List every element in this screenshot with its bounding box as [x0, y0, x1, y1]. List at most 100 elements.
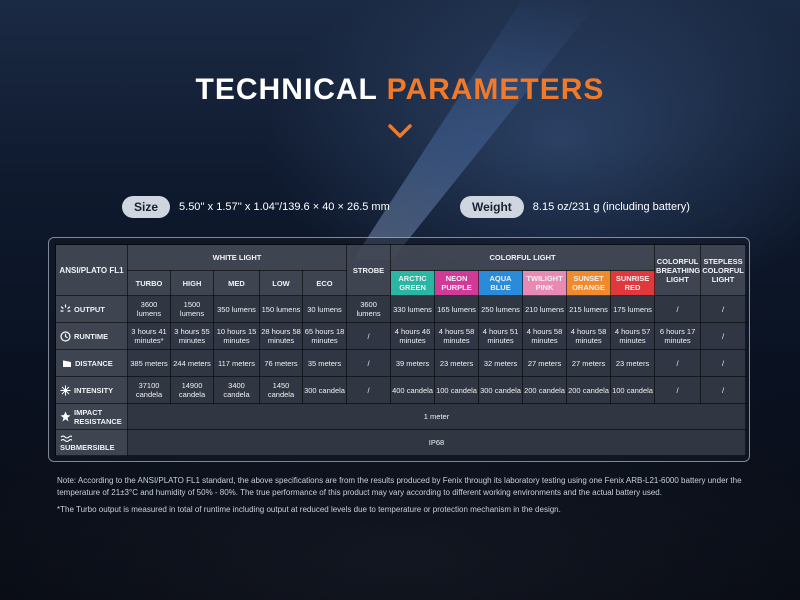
strobe-header: STROBE — [346, 244, 392, 296]
clock-icon — [60, 330, 71, 342]
table-cell: 23 meters — [610, 349, 656, 377]
impact-value: 1 meter — [126, 403, 747, 430]
table-cell: / — [654, 349, 702, 377]
title-accent-part: PARAMETERS — [386, 73, 605, 106]
table-cell: 65 hours 18 minutes — [301, 322, 348, 350]
table-row-distance: DISTANCE 385 meters 244 meters 117 meter… — [55, 349, 747, 377]
table-cell: 1450 candela — [259, 376, 303, 404]
table-cell: 10 hours 15 minutes — [213, 322, 260, 350]
table-cell: 4 hours 46 minutes — [390, 322, 436, 350]
table-cell: 27 meters — [522, 349, 568, 377]
spec-size: Size 5.50'' x 1.57'' x 1.04''/139.6 × 40… — [122, 196, 390, 218]
table-cell: 215 lumens — [566, 295, 612, 323]
mode-header-eco: ECO — [301, 270, 348, 296]
chevron-down-icon — [388, 124, 412, 138]
table-cell: / — [346, 349, 392, 377]
table-cell: 165 lumens — [434, 295, 480, 323]
table-cell: 350 lumens — [213, 295, 260, 323]
table-cell: 250 lumens — [478, 295, 524, 323]
row-label-impact-2: RESISTANCE — [74, 416, 122, 426]
table-cell: 4 hours 58 minutes — [522, 322, 568, 350]
spec-weight: Weight 8.15 oz/231 g (including battery) — [460, 196, 690, 218]
breathing-header: COLORFUL BREATHING LIGHT — [654, 244, 702, 296]
spec-table-panel: ANSI/PLATO FL1 WHITE LIGHT STROBE COLORF… — [48, 237, 750, 462]
table-cell: 35 meters — [301, 349, 348, 377]
row-label-intensity: INTENSITY — [74, 385, 114, 395]
footnote-standard: Note: According to the ANSI/PLATO FL1 st… — [57, 476, 742, 497]
light-rays-icon — [60, 304, 71, 312]
mode-header-low: LOW — [259, 270, 303, 296]
table-cell: 100 candela — [610, 376, 656, 404]
mode-header-high: HIGH — [170, 270, 214, 296]
color-header-aqua-blue: AQUA BLUE — [478, 270, 524, 296]
size-value: 5.50'' x 1.57'' x 1.04''/139.6 × 40 × 26… — [179, 201, 390, 213]
table-cell: 210 lumens — [522, 295, 568, 323]
color-header-sunset-orange: SUNSET ORANGE — [566, 270, 612, 296]
table-row-submersible: SUBMERSIBLE IP68 — [55, 429, 747, 456]
table-cell: 3 hours 41 minutes* — [127, 322, 171, 350]
row-label-runtime: RUNTIME — [74, 331, 109, 341]
impact-icon — [60, 411, 71, 422]
table-cell: / — [700, 376, 747, 404]
flashlight-beam — [353, 0, 600, 260]
table-cell: 100 candela — [434, 376, 480, 404]
color-header-neon-purple: NEON PURPLE — [434, 270, 480, 296]
table-cell: 3600 lumens — [127, 295, 171, 323]
size-pill: Size — [122, 196, 171, 218]
table-cell: 244 meters — [170, 349, 214, 377]
table-cell: 175 lumens — [610, 295, 656, 323]
table-row-intensity: INTENSITY 37100 candela 14900 candela 34… — [55, 376, 747, 404]
table-cell: 32 meters — [478, 349, 524, 377]
standard-header: ANSI/PLATO FL1 — [55, 244, 128, 296]
table-cell: 300 candela — [301, 376, 348, 404]
weight-pill: Weight — [460, 196, 524, 218]
table-cell: 23 meters — [434, 349, 480, 377]
submersible-value: IP68 — [126, 429, 747, 456]
table-cell: 330 lumens — [390, 295, 436, 323]
table-cell: 14900 candela — [170, 376, 214, 404]
footnote-turbo: *The Turbo output is measured in total o… — [57, 505, 561, 514]
table-cell: 150 lumens — [259, 295, 303, 323]
colorful-light-header: COLORFUL LIGHT — [390, 244, 656, 271]
color-header-sunrise-red: SUNRISE RED — [610, 270, 656, 296]
table-cell: 4 hours 58 minutes — [434, 322, 480, 350]
table-cell: 117 meters — [213, 349, 260, 377]
table-row-runtime: RUNTIME 3 hours 41 minutes* 3 hours 55 m… — [55, 322, 747, 350]
table-cell: / — [700, 295, 747, 323]
table-cell: / — [700, 349, 747, 377]
row-label-output: OUTPUT — [74, 304, 105, 314]
table-cell: 39 meters — [390, 349, 436, 377]
table-cell: 400 candela — [390, 376, 436, 404]
title-white-part: TECHNICAL — [195, 73, 378, 106]
table-cell: 300 candela — [478, 376, 524, 404]
table-cell: / — [700, 322, 747, 350]
table-cell: 27 meters — [566, 349, 612, 377]
color-header-twilight-pink: TWILIGHT PINK — [522, 270, 568, 296]
table-cell: 76 meters — [259, 349, 303, 377]
table-cell: 4 hours 58 minutes — [566, 322, 612, 350]
white-light-header: WHITE LIGHT — [126, 244, 348, 271]
table-cell: / — [654, 376, 702, 404]
table-cell: 6 hours 17 minutes — [654, 322, 702, 350]
table-cell: / — [654, 295, 702, 323]
table-cell: 37100 candela — [127, 376, 171, 404]
table-cell: 4 hours 51 minutes — [478, 322, 524, 350]
starburst-icon — [60, 384, 71, 396]
stepless-header: STEPLESS COLORFUL LIGHT — [700, 244, 747, 296]
table-cell: / — [346, 376, 392, 404]
spec-table: ANSI/PLATO FL1 WHITE LIGHT STROBE COLORF… — [55, 244, 747, 456]
table-cell: 1500 lumens — [170, 295, 214, 323]
mode-header-turbo: TURBO — [127, 270, 171, 296]
page-title: TECHNICAL PARAMETERS — [0, 73, 800, 107]
table-cell: 3 hours 55 minutes — [170, 322, 214, 350]
weight-value: 8.15 oz/231 g (including battery) — [532, 201, 690, 213]
row-label-submersible: SUBMERSIBLE — [60, 443, 115, 453]
table-cell: 200 candela — [522, 376, 568, 404]
table-cell: 3600 lumens — [346, 295, 392, 323]
table-cell: 4 hours 57 minutes — [610, 322, 656, 350]
table-cell: 28 hours 58 minutes — [259, 322, 303, 350]
waves-icon — [60, 434, 72, 442]
table-cell: / — [346, 322, 392, 350]
row-label-distance: DISTANCE — [75, 358, 113, 368]
table-row-impact: IMPACT RESISTANCE 1 meter — [55, 403, 747, 430]
